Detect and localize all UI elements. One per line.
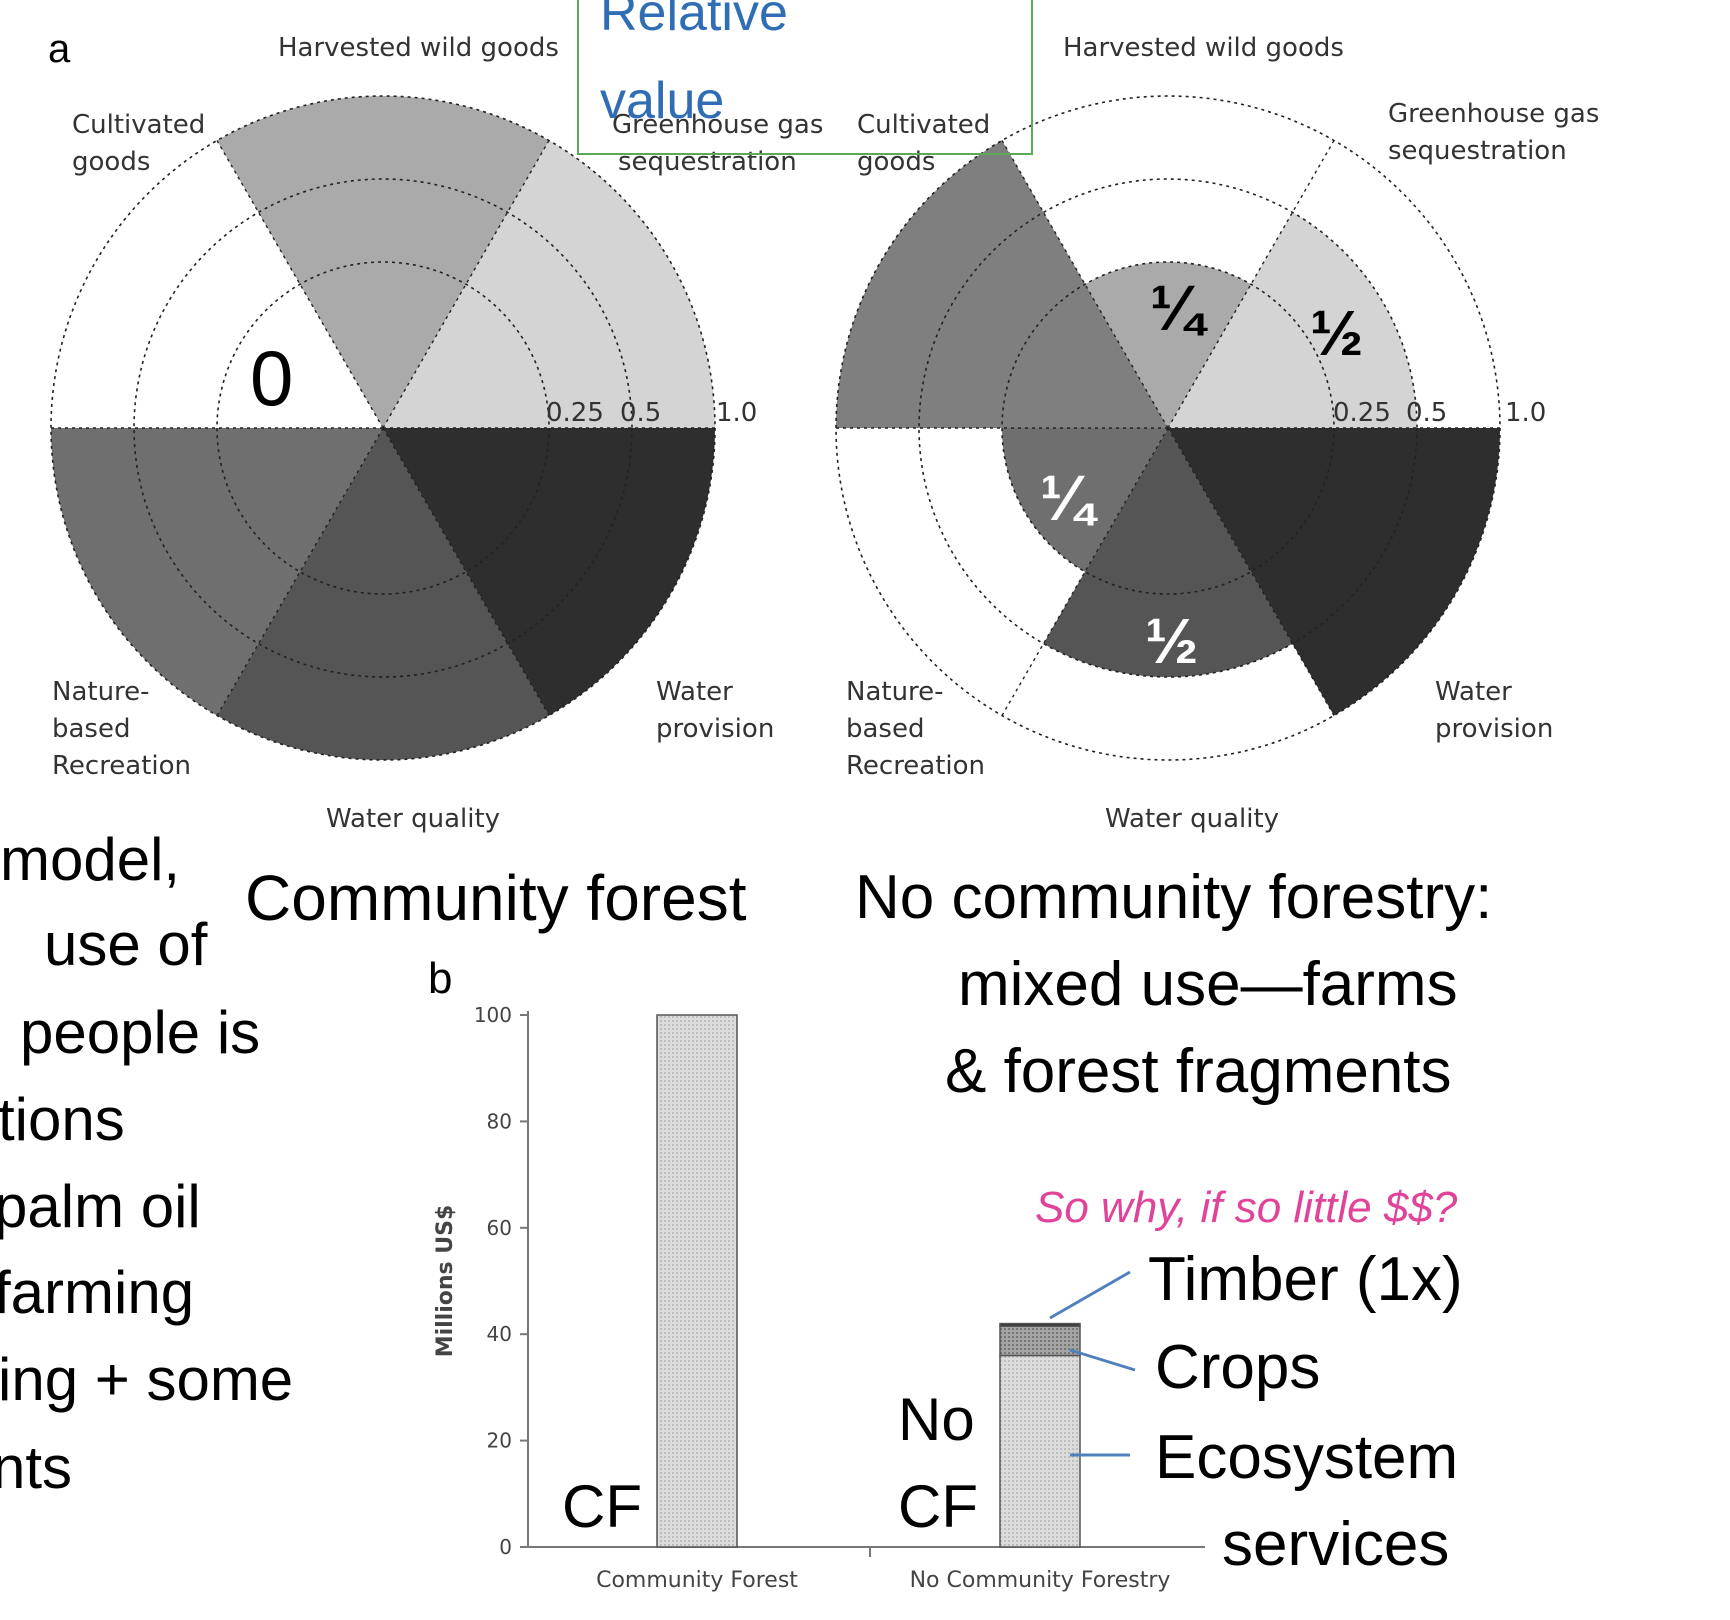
zero-value-label: 0 (250, 334, 293, 422)
y-axis-label: Millions US$ (433, 1205, 458, 1358)
sector-water-quality (1043, 428, 1293, 677)
x-tick-label: No Community Forestry (910, 1568, 1171, 1593)
side-line-2: use of (44, 911, 208, 978)
value-quarter-harvested: ¼ (1150, 272, 1208, 344)
leader-crops (1069, 1348, 1136, 1372)
sector-cultivated-goods (836, 140, 1168, 429)
sector-water-provision (383, 428, 715, 716)
left-label-water-provision-1: Water (656, 677, 733, 707)
relative-value-box: Relative value (577, 0, 1033, 155)
bar-crops-1 (999, 1325, 1081, 1357)
left-label-cultivated-2: goods (72, 147, 150, 177)
why-question: So why, if so little $$? (1035, 1183, 1458, 1232)
right-label-cultivated-1: Cultivated (857, 110, 990, 140)
left-label-ghg-2: sequestration (618, 147, 797, 177)
side-line-8: nts (0, 1434, 72, 1501)
sector-nature-based-recreation (1002, 428, 1168, 572)
right-label-water-provision-1: Water (1435, 677, 1512, 707)
value-half-water-quality: ½ (1145, 605, 1198, 677)
annotation-crops: Crops (1155, 1333, 1320, 1402)
bar-ecosystem-services-1 (999, 1354, 1081, 1548)
relative-value-label-2: value (600, 72, 724, 130)
side-line-6: farming (0, 1259, 194, 1326)
value-quarter-recreation: ¼ (1040, 462, 1098, 534)
left-ring-tick-10: 1.0 (716, 398, 757, 428)
side-line-1: model, (0, 826, 180, 893)
left-label-nature-2: based (52, 714, 130, 744)
right-ring-tick-10: 1.0 (1505, 398, 1546, 428)
x-tick-label: Community Forest (596, 1568, 798, 1593)
sector-greenhouse-gas-sequestration (383, 140, 715, 429)
left-label-harvested: Harvested wild goods (278, 33, 559, 63)
left-ring-tick-025: 0.25 (546, 398, 604, 428)
y-tick-label: 20 (487, 1429, 512, 1453)
caption-no-cf-line3: & forest fragments (945, 1037, 1452, 1106)
left-label-water-quality: Water quality (326, 804, 500, 834)
radial-chart-no-community-forestry (835, 95, 1501, 761)
sector-harvested-wild-goods (217, 96, 549, 428)
annotation-timber: Timber (1x) (1148, 1245, 1463, 1314)
right-label-cultivated-2: goods (857, 147, 935, 177)
y-tick-label: 80 (487, 1109, 512, 1133)
no-cf-label-1: No (898, 1386, 975, 1453)
right-label-nature-3: Recreation (846, 751, 985, 781)
caption-community-forest: Community forest (245, 862, 747, 934)
panel-b-letter: b (428, 954, 452, 1003)
side-line-7: ing + some (0, 1346, 293, 1413)
side-line-4: tions (0, 1086, 125, 1153)
bar-chart: 0 20 40 60 80 100 Millions US$ Community Forest… (433, 1003, 1205, 1593)
right-label-water-quality: Water quality (1105, 804, 1279, 834)
relative-value-label-1: Relative (600, 0, 788, 42)
ring-0.25 (1001, 261, 1335, 595)
relative-value-box-border (577, 0, 1033, 155)
sector-water-provision (1168, 428, 1500, 716)
y-tick-label: 100 (474, 1003, 512, 1027)
annotation-ecosystem-2: services (1222, 1510, 1449, 1579)
right-label-nature-2: based (846, 714, 924, 744)
sector-harvested-wild-goods (1085, 261, 1251, 428)
caption-no-cf-line1: No community forestry: (855, 863, 1492, 932)
right-label-water-provision-2: provision (1435, 714, 1553, 744)
left-label-water-provision-2: provision (656, 714, 774, 744)
no-cf-label-2: CF (898, 1473, 978, 1540)
right-ring-tick-05: 0.5 (1406, 398, 1447, 428)
leader-timber (1049, 1270, 1131, 1320)
panel-a-letter: a (48, 27, 71, 71)
right-label-ghg-1: Greenhouse gas (1388, 99, 1599, 129)
left-label-cultivated-1: Cultivated (72, 110, 205, 140)
right-label-nature-1: Nature- (846, 677, 944, 707)
ring-0.25 (216, 261, 550, 595)
ring-0.5 (133, 178, 633, 678)
sector-nature-based-recreation (51, 428, 383, 716)
annotation-leaders (1049, 1270, 1136, 1457)
right-label-ghg-2: sequestration (1388, 136, 1567, 166)
bar-ecosystem-services-0 (656, 1014, 738, 1548)
side-paragraph: model, use of l people is tions palm oil… (0, 826, 293, 1501)
left-label-ghg-1: Greenhouse gas (612, 110, 823, 140)
right-label-harvested: Harvested wild goods (1063, 33, 1344, 63)
value-half-ghg: ½ (1310, 297, 1363, 369)
right-ring-tick-025: 0.25 (1333, 398, 1391, 428)
sector-greenhouse-gas-sequestration (1168, 212, 1417, 428)
y-tick-label: 0 (499, 1535, 512, 1559)
y-tick-label: 40 (487, 1322, 512, 1346)
ring-0.5 (918, 178, 1418, 678)
caption-no-cf-line2: mixed use—farms (958, 950, 1458, 1019)
side-line-3: l people is (0, 999, 260, 1066)
left-label-nature-3: Recreation (52, 751, 191, 781)
left-label-nature-1: Nature- (52, 677, 150, 707)
y-tick-label: 60 (487, 1216, 512, 1240)
bar-timber-x--1 (999, 1322, 1081, 1327)
annotation-ecosystem-1: Ecosystem (1155, 1423, 1458, 1492)
left-ring-tick-05: 0.5 (620, 398, 661, 428)
cf-label: CF (562, 1473, 642, 1540)
side-line-5: palm oil (0, 1173, 201, 1240)
radial-chart-community-forest (50, 95, 716, 761)
